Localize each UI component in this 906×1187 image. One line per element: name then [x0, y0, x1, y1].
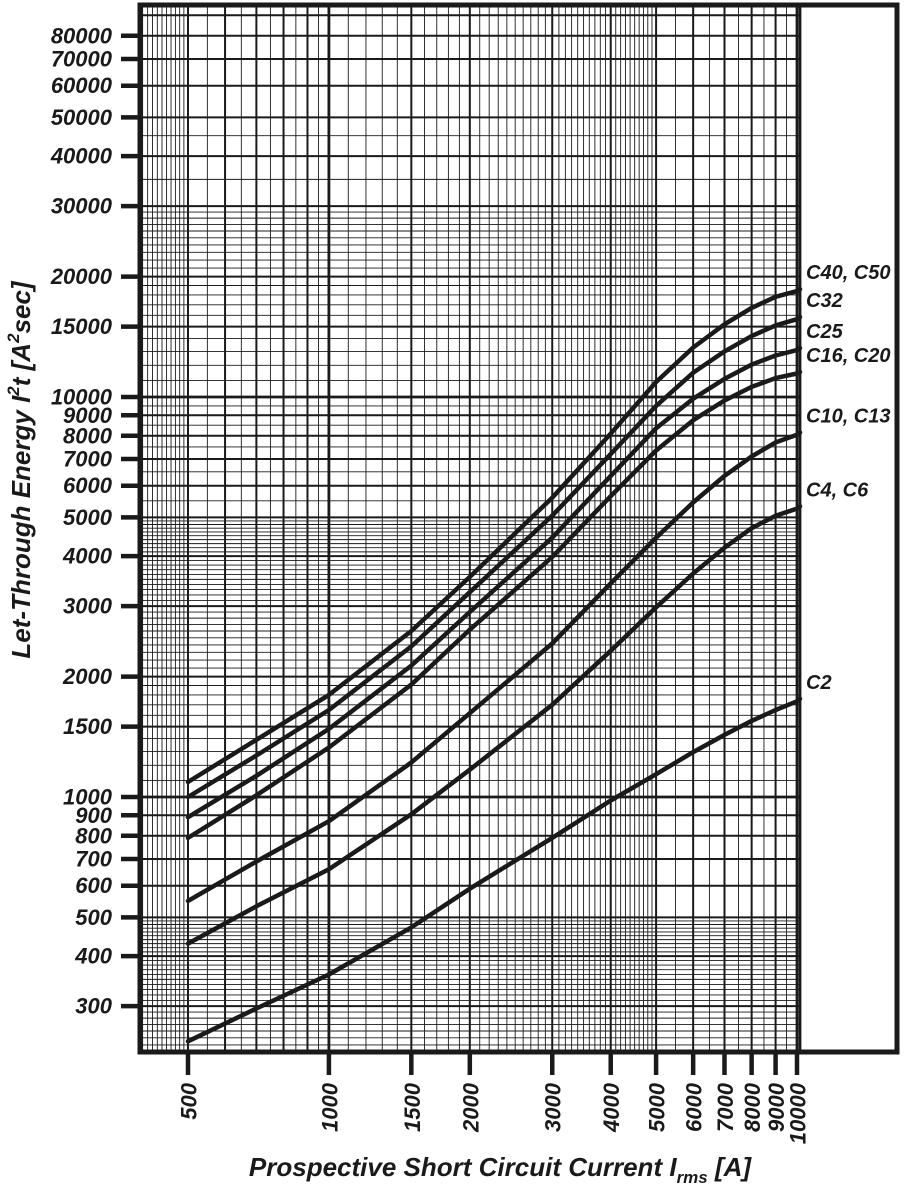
- y-tick-label: 1500: [63, 714, 113, 739]
- chart-frame: [137, 2, 900, 1055]
- curve-label-c25: C25: [806, 321, 844, 343]
- x-tick-label: 2000: [458, 1082, 483, 1133]
- x-axis: 500 1000 1500 2000 3000 4000 5000 6000 7000 80009…: [176, 1052, 811, 1144]
- curve-c40-c50: [185, 286, 803, 785]
- x-tick-label: 1500: [400, 1082, 425, 1132]
- y-tick-label: 50000: [51, 105, 113, 130]
- curve-c25: [185, 345, 803, 820]
- x-tick-label: 8000: [740, 1082, 765, 1132]
- y-tick-label: 700: [75, 846, 112, 871]
- x-tick-label: 5000: [645, 1082, 670, 1132]
- y-tick-label: 500: [75, 905, 112, 930]
- y-tick-label: 70000: [51, 46, 113, 71]
- y-tick-label: 15000: [51, 314, 113, 339]
- curve-label-c10-c13: C10, C13: [806, 406, 891, 428]
- y-tick-label: 4000: [62, 544, 113, 569]
- x-tick-label: 500: [176, 1082, 201, 1119]
- y-tick-label: 2000: [62, 664, 113, 689]
- y-axis-title: Let-Through Energy I2t [A2sec]: [4, 280, 36, 659]
- y-tick-label: 10000: [51, 385, 113, 410]
- curve-c2: [185, 696, 803, 1044]
- x-tick-label: 10000: [786, 1082, 811, 1144]
- curve-label-c32: C32: [806, 290, 843, 312]
- y-tick-label: 3000: [63, 594, 113, 619]
- x-tick-label: 4000: [599, 1082, 624, 1133]
- y-tick-label: 400: [74, 944, 112, 969]
- y-tick-label: 1000: [63, 785, 113, 810]
- x-tick-label: 9000: [764, 1082, 789, 1132]
- y-tick-label: 8000: [63, 423, 113, 448]
- y-tick-label: 60000: [51, 73, 113, 98]
- curve-label-c4-c6: C4, C6: [806, 479, 869, 501]
- x-tick-label: 7000: [713, 1082, 738, 1132]
- curve-label-c40-c50: C40, C50: [806, 262, 891, 284]
- y-tick-label: 300: [75, 994, 112, 1019]
- y-tick-label: 20000: [50, 264, 113, 289]
- x-axis-title: Prospective Short Circuit Current Irms […: [249, 1152, 753, 1187]
- x-tick-label: 3000: [541, 1082, 566, 1132]
- y-tick-label: 5000: [63, 505, 113, 530]
- y-tick-label: 900: [75, 803, 112, 828]
- y-tick-label: 6000: [63, 473, 113, 498]
- curve-c4-c6: [185, 504, 803, 946]
- curve-c32: [185, 314, 803, 800]
- x-tick-label: 6000: [682, 1082, 707, 1132]
- curve-c10-c13: [185, 430, 803, 904]
- y-tick-label: 30000: [51, 194, 113, 219]
- y-tick-label: 600: [75, 873, 112, 898]
- curve-label-c16-c20: C16, C20: [806, 345, 891, 367]
- y-tick-label: 40000: [50, 144, 113, 169]
- y-tick-label: 800: [75, 823, 112, 848]
- x-tick-label: 1000: [317, 1082, 342, 1132]
- y-tick-label: 7000: [63, 446, 113, 471]
- curve-label-c2: C2: [806, 672, 832, 694]
- y-tick-label: 9000: [63, 403, 113, 428]
- curve-c16-c20: [185, 369, 803, 841]
- y-tick-label: 80000: [51, 23, 113, 48]
